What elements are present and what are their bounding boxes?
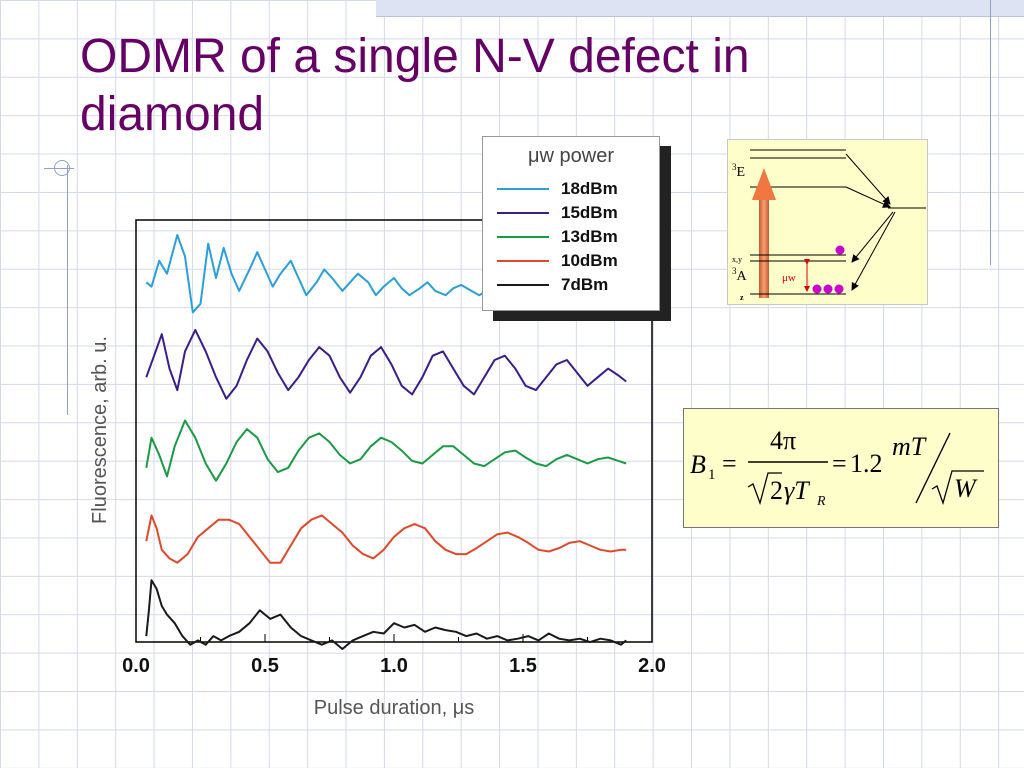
series-group — [145, 234, 627, 650]
x-tick-label: 2.0 — [638, 655, 666, 677]
formula-svg: B 1 = 4π 2 γT R = 1.2 mT W — [690, 426, 984, 509]
decorative-vertical-line — [67, 165, 68, 415]
legend-label: 15dBm — [561, 203, 618, 222]
legend-swatch — [497, 212, 549, 214]
formula-lhs: B — [690, 450, 706, 479]
decorative-vertical-line-right — [990, 0, 991, 265]
formula-unit-denominator: W — [954, 474, 978, 503]
x-tick-label: 0.0 — [122, 655, 150, 677]
legend-item: 15dBm — [497, 203, 647, 223]
legend-title: μw power — [528, 145, 614, 167]
formula-sqrt-sign — [747, 472, 782, 506]
formula-equals-1: = — [722, 449, 737, 478]
series-line-7dBm — [145, 579, 627, 650]
series-line-10dBm — [145, 514, 627, 564]
top-decorative-band — [376, 0, 1024, 17]
y-axis-label: Fluorescence, arb. u. — [89, 336, 111, 524]
excitation-arrow-shaft — [759, 198, 769, 298]
formula-box: B 1 = 4π 2 γT R = 1.2 mT W — [683, 408, 999, 528]
fluorescence-chart: 0.0 0.5 1.0 1.5 2.0 Pulse duration, μs Fluor… — [89, 219, 666, 719]
series-line-15dBm — [145, 328, 627, 400]
legend-item: 18dBm — [497, 179, 647, 199]
formula-denominator-rest: γT — [784, 476, 810, 505]
excited-state-label: 3E — [732, 162, 745, 180]
decorative-horizontal-line — [44, 168, 74, 169]
formula-unit-slash — [915, 432, 951, 504]
formula-unit-numerator: mT — [892, 432, 927, 461]
legend-swatch — [497, 260, 549, 262]
energy-level-svg: 3E x,y 3A z μw — [732, 149, 926, 302]
formula-denominator-sub: R — [816, 494, 826, 509]
slide-title: ODMR of a single N-V defect in diamond — [80, 30, 750, 141]
x-axis-tick-labels: 0.0 0.5 1.0 1.5 2.0 — [122, 655, 666, 677]
legend-label: 13dBm — [561, 227, 618, 246]
legend-swatch — [497, 284, 549, 286]
electron-population-dot — [834, 284, 844, 294]
legend-swatch — [497, 236, 549, 238]
series-line-18dBm — [145, 234, 503, 314]
isc-arrow-2 — [845, 186, 891, 208]
electron-population-dot — [823, 284, 833, 294]
legend-label: 7dBm — [561, 275, 609, 294]
x-tick-label: 1.0 — [380, 655, 408, 677]
x-tick-label: 1.5 — [509, 655, 537, 677]
x-tick-label: 0.5 — [251, 655, 279, 677]
microwave-label: μw — [782, 272, 796, 284]
sublevel-z-label: z — [740, 293, 744, 302]
legend-swatch — [497, 188, 549, 190]
formula-numerator: 4π — [770, 426, 796, 455]
excitation-arrow-head — [752, 168, 776, 200]
series-line-13dBm — [145, 419, 627, 482]
decay-arrow-1 — [851, 211, 894, 263]
formula-unit-sqrt — [931, 470, 984, 506]
legend-label: 18dBm — [561, 179, 618, 198]
formula-equals-2: = — [832, 449, 847, 478]
legend-item: 10dBm — [497, 251, 647, 271]
electron-population-dot — [812, 284, 822, 294]
x-axis-label: Pulse duration, μs — [314, 697, 475, 719]
decay-arrow-2 — [851, 211, 896, 291]
legend: μw power 18dBm 15dBm 13dBm 10dBm 7dBm — [482, 136, 660, 311]
isc-arrow-1 — [845, 153, 891, 205]
legend-item: 13dBm — [497, 227, 647, 247]
electron-population-dot — [835, 245, 845, 255]
formula-coefficient: 1.2 — [850, 449, 883, 478]
legend-label: 10dBm — [561, 251, 618, 270]
formula-denominator-root: 2 — [770, 476, 783, 505]
energy-level-diagram: 3E x,y 3A z μw — [727, 139, 928, 305]
ground-state-label: 3A — [732, 266, 748, 284]
legend-item: 7dBm — [497, 275, 647, 295]
formula-lhs-sub: 1 — [708, 467, 716, 483]
sublevel-xy-label: x,y — [732, 255, 742, 264]
